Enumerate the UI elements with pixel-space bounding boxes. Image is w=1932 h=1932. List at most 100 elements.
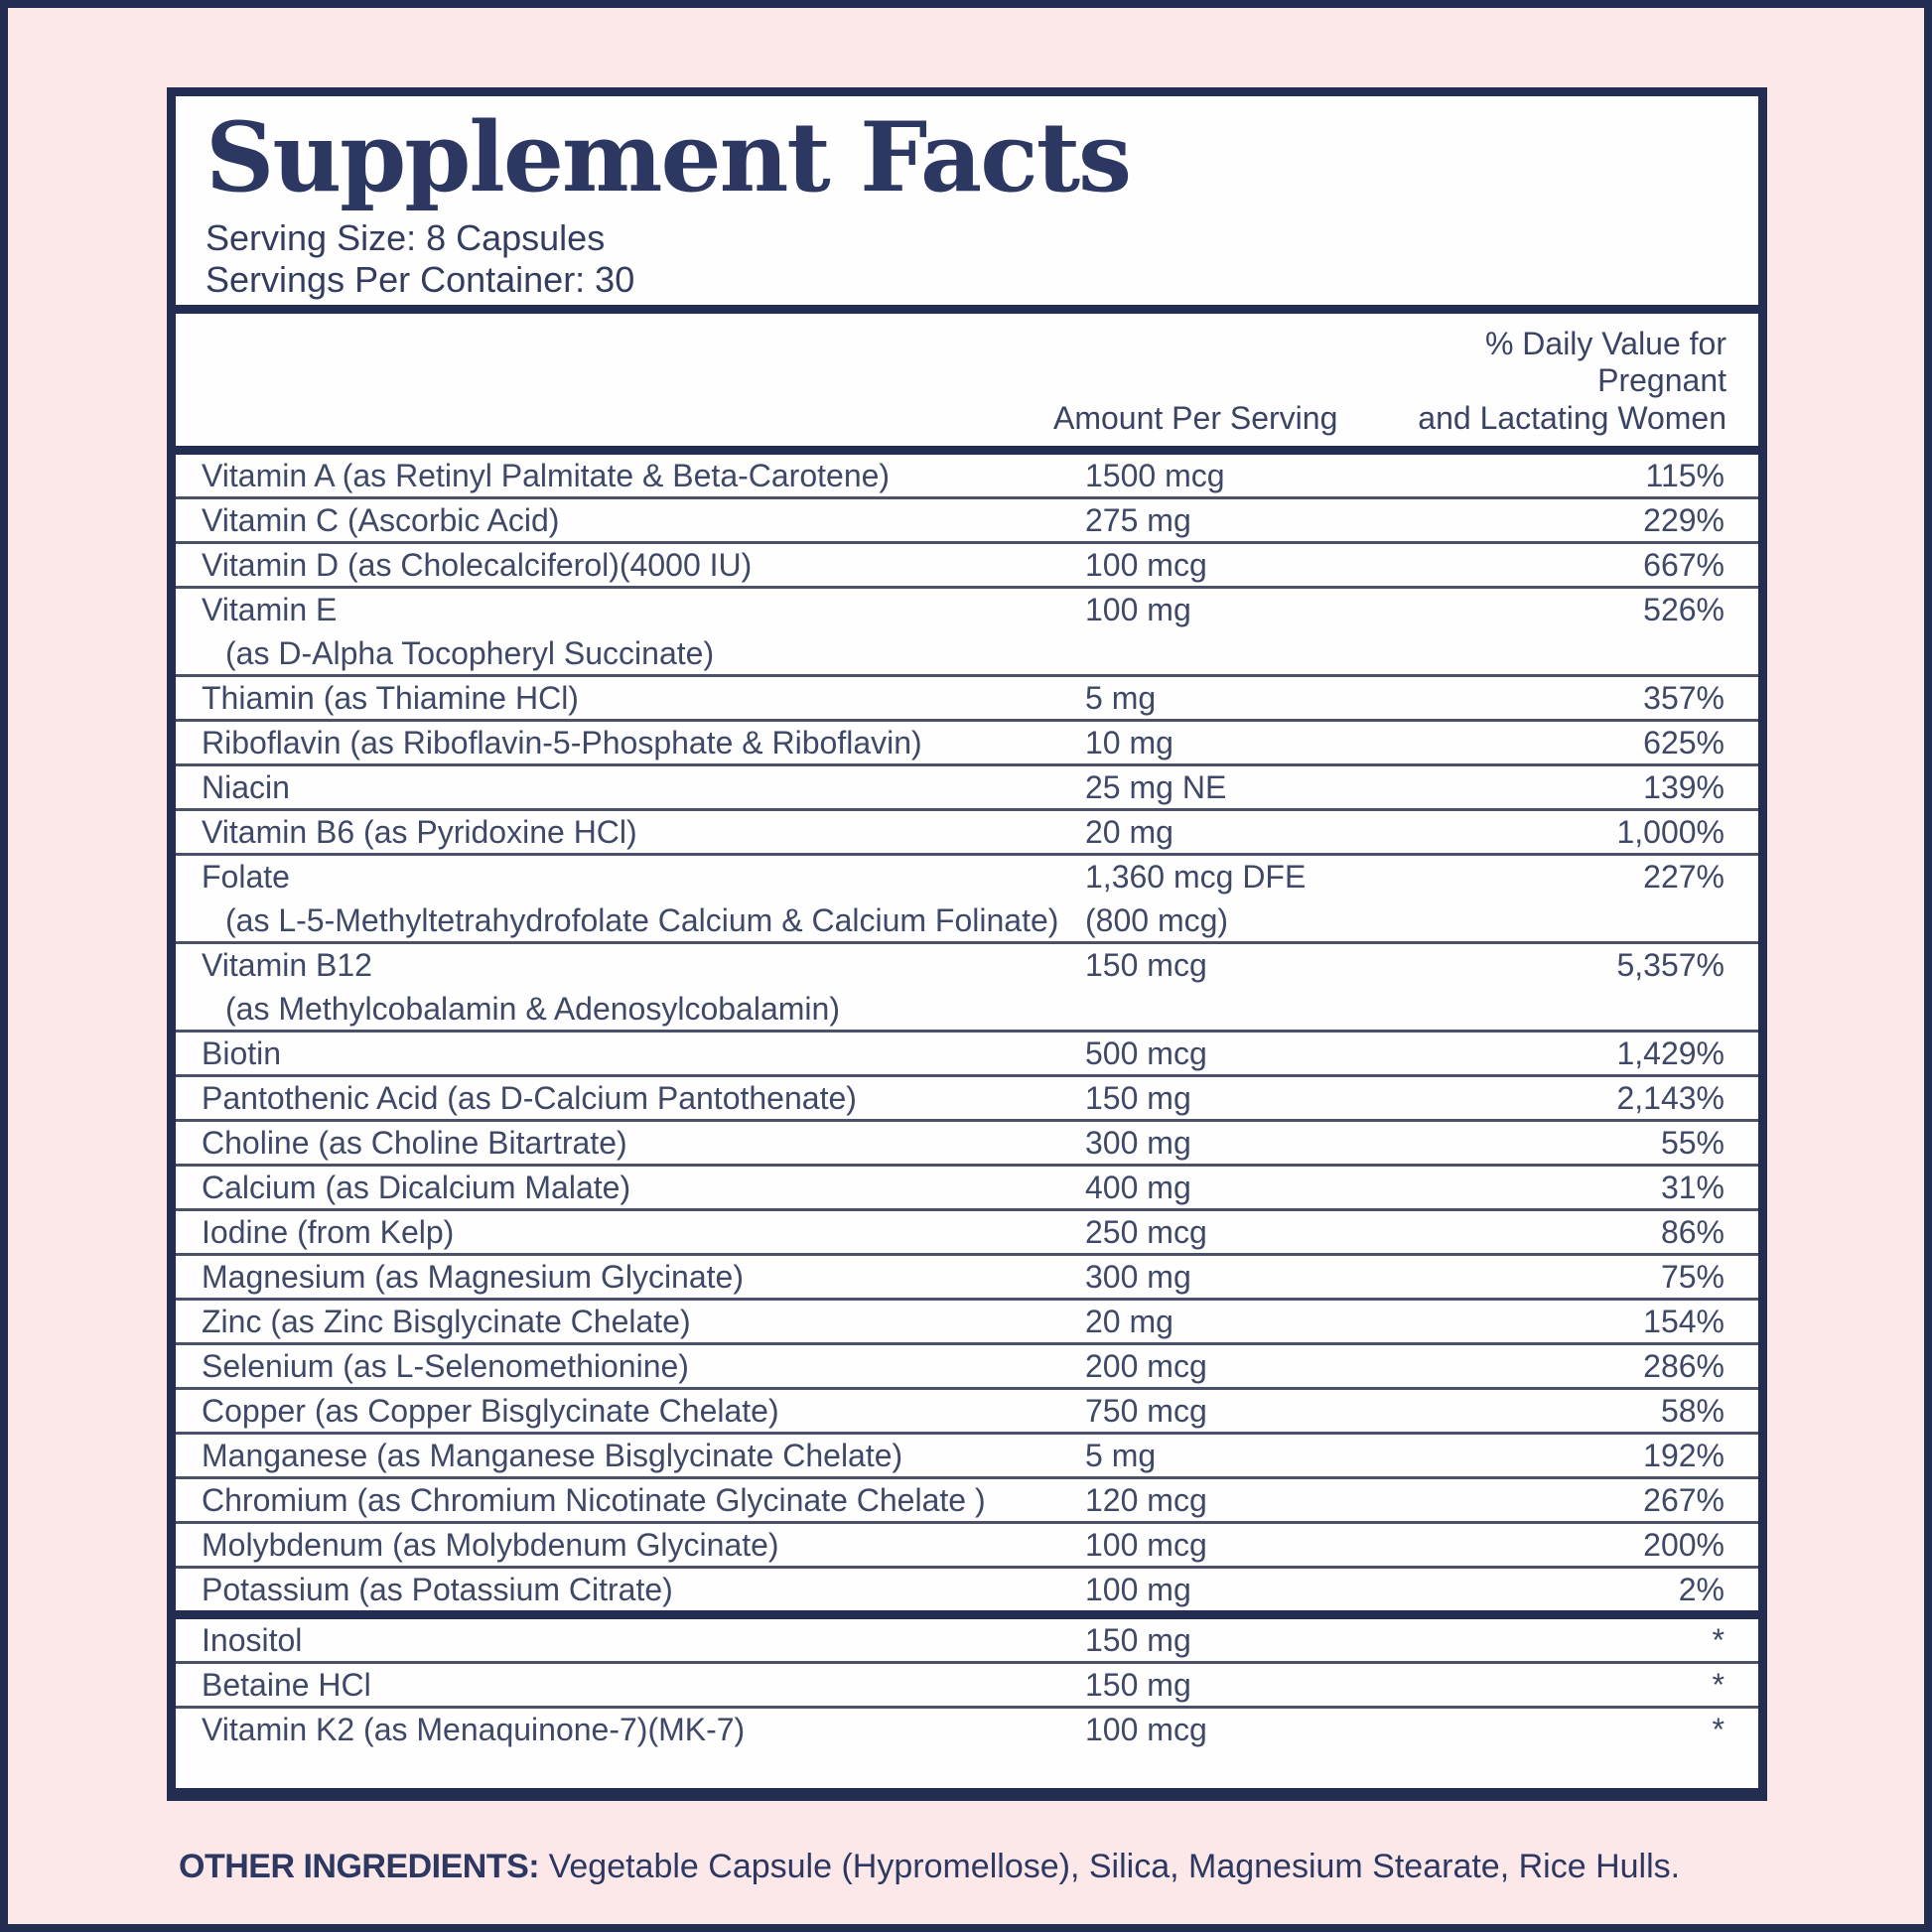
column-header-amount: Amount Per Serving: [1053, 400, 1338, 436]
table-row: Pantothenic Acid (as D-Calcium Pantothen…: [176, 1077, 1758, 1122]
nutrient-daily-value: *: [1712, 1711, 1725, 1747]
nutrient-amount-line1: 200 mcg: [1085, 1347, 1207, 1384]
table-row: Selenium (as L-Selenomethionine) 200 mcg…: [176, 1345, 1758, 1390]
nutrient-name-line2: (as D-Alpha Tocopheryl Succinate): [225, 634, 715, 671]
nutrient-daily-value: 192%: [1643, 1437, 1725, 1473]
nutrient-daily-value: 229%: [1643, 501, 1725, 538]
nutrient-daily-value: 357%: [1643, 679, 1725, 716]
nutrient-amount-line1: 150 mcg: [1085, 946, 1207, 983]
table-row: Iodine (from Kelp) 250 mcg 86%: [176, 1211, 1758, 1256]
nutrient-name-line1: Chromium (as Chromium Nicotinate Glycina…: [202, 1481, 986, 1518]
nutrient-amount-line1: 10 mg: [1085, 724, 1173, 760]
nutrient-name: Inositol: [176, 1622, 1085, 1659]
nutrient-amount: 300 mg: [1085, 1259, 1431, 1296]
divider-thick-middle: [176, 1609, 1758, 1619]
nutrient-name: Magnesium (as Magnesium Glycinate): [176, 1259, 1085, 1296]
nutrient-name-line1: Riboflavin (as Riboflavin-5-Phosphate & …: [202, 724, 922, 760]
nutrient-amount: 100 mcg: [1085, 1527, 1431, 1564]
nutrient-amount: 400 mg: [1085, 1170, 1431, 1206]
nutrient-daily-value: 267%: [1643, 1481, 1725, 1518]
nutrient-amount: 500 mcg: [1085, 1035, 1431, 1072]
table-row: Calcium (as Dicalcium Malate) 400 mg 31%: [176, 1167, 1758, 1211]
nutrient-name-line1: Copper (as Copper Bisglycinate Chelate): [202, 1392, 779, 1429]
footnote: *Daily Value not established.: [176, 1797, 1758, 1801]
table-row: Folate (as L-5-Methyltetrahydrofolate Ca…: [176, 856, 1758, 944]
nutrient-amount-line1: 300 mg: [1085, 1124, 1191, 1161]
nutrient-amount: 5 mg: [1085, 680, 1431, 717]
nutrient-daily-value: 115%: [1645, 457, 1725, 493]
nutrient-daily-value: 1,429%: [1616, 1035, 1725, 1071]
nutrient-daily-value: *: [1712, 1621, 1725, 1658]
nutrient-amount-line1: 100 mg: [1085, 591, 1191, 627]
nutrient-amount-line1: 300 mg: [1085, 1258, 1191, 1295]
nutrient-name: Manganese (as Manganese Bisglycinate Che…: [176, 1438, 1085, 1474]
table-row: Niacin 25 mg NE 139%: [176, 766, 1758, 811]
nutrient-amount-line1: 20 mg: [1085, 813, 1173, 850]
nutrient-amount: 1,360 mcg DFE (800 mcg): [1085, 859, 1431, 939]
table-row: Vitamin D (as Cholecalciferol)(4000 IU) …: [176, 544, 1758, 589]
nutrient-amount: 120 mcg: [1085, 1482, 1431, 1519]
divider-thick-bottom: [176, 1787, 1758, 1792]
table-row: Chromium (as Chromium Nicotinate Glycina…: [176, 1479, 1758, 1524]
nutrient-amount: 750 mcg: [1085, 1393, 1431, 1430]
nutrient-name-line1: Vitamin A (as Retinyl Palmitate & Beta-C…: [202, 457, 891, 493]
nutrient-name: Zinc (as Zinc Bisglycinate Chelate): [176, 1304, 1085, 1340]
nutrient-name-line1: Selenium (as L-Selenomethionine): [202, 1347, 689, 1384]
nutrient-name: Copper (as Copper Bisglycinate Chelate): [176, 1393, 1085, 1430]
nutrient-name: Folate (as L-5-Methyltetrahydrofolate Ca…: [176, 859, 1085, 939]
nutrient-name: Riboflavin (as Riboflavin-5-Phosphate & …: [176, 725, 1085, 761]
nutrient-name: Iodine (from Kelp): [176, 1214, 1085, 1251]
nutrient-amount: 150 mcg: [1085, 947, 1431, 984]
nutrient-name: Choline (as Choline Bitartrate): [176, 1125, 1085, 1162]
nutrient-name-line1: Vitamin D (as Cholecalciferol)(4000 IU): [202, 546, 753, 583]
nutrient-amount-line1: 275 mg: [1085, 501, 1191, 538]
nutrient-name-line1: Choline (as Choline Bitartrate): [202, 1124, 627, 1161]
table-row: Potassium (as Potassium Citrate) 100 mg …: [176, 1569, 1758, 1610]
nutrient-amount: 100 mcg: [1085, 1712, 1431, 1748]
nutrient-name-line1: Niacin: [202, 768, 290, 805]
nutrient-amount: 100 mg: [1085, 1572, 1431, 1608]
table-row: Choline (as Choline Bitartrate) 300 mg 5…: [176, 1122, 1758, 1167]
nutrient-name: Vitamin E (as D-Alpha Tocopheryl Succina…: [176, 592, 1085, 672]
table-row: Vitamin A (as Retinyl Palmitate & Beta-C…: [176, 455, 1758, 499]
nutrient-amount: 250 mcg: [1085, 1214, 1431, 1251]
nutrient-amount: 20 mg: [1085, 814, 1431, 851]
other-ingredients-text: Vegetable Capsule (Hypromellose), Silica…: [539, 1848, 1681, 1885]
table-row: Thiamin (as Thiamine HCl) 5 mg 357%: [176, 677, 1758, 722]
nutrient-daily-value: 526%: [1643, 591, 1725, 627]
nutrient-daily-value: 55%: [1660, 1124, 1725, 1161]
nutrient-name-line1: Calcium (as Dicalcium Malate): [202, 1169, 631, 1205]
daily-value-header-line1: % Daily Value for Pregnant: [1484, 325, 1726, 399]
nutrient-name-line1: Betaine HCl: [202, 1666, 371, 1703]
nutrient-name-line1: Magnesium (as Magnesium Glycinate): [202, 1258, 744, 1295]
table-row: Vitamin E (as D-Alpha Tocopheryl Succina…: [176, 589, 1758, 677]
table-row: Vitamin C (Ascorbic Acid) 275 mg 229%: [176, 499, 1758, 544]
nutrient-name-line1: Manganese (as Manganese Bisglycinate Che…: [202, 1437, 903, 1473]
nutrient-amount: 25 mg NE: [1085, 769, 1431, 806]
nutrient-name-line1: Vitamin E: [202, 591, 338, 627]
table-row: Biotin 500 mcg 1,429%: [176, 1033, 1758, 1077]
nutrient-amount-line1: 400 mg: [1085, 1169, 1191, 1205]
nutrient-amount: 150 mg: [1085, 1667, 1431, 1704]
nutrient-daily-value: 625%: [1643, 724, 1725, 760]
other-ingredients-label: OTHER INGREDIENTS:: [179, 1848, 540, 1885]
column-header-row: Amount Per Serving % Daily Value for Pre…: [176, 314, 1758, 446]
nutrient-name-line1: Zinc (as Zinc Bisglycinate Chelate): [202, 1303, 691, 1339]
nutrient-name-line2: (as L-5-Methyltetrahydrofolate Calcium &…: [225, 901, 1059, 938]
nutrient-name: Vitamin B6 (as Pyridoxine HCl): [176, 814, 1085, 851]
nutrient-name-line1: Thiamin (as Thiamine HCl): [202, 679, 579, 716]
other-ingredients: OTHER INGREDIENTS: Vegetable Capsule (Hy…: [179, 1847, 1807, 1887]
nutrient-daily-value: 31%: [1660, 1169, 1725, 1205]
nutrient-name: Thiamin (as Thiamine HCl): [176, 680, 1085, 717]
nutrient-amount: 10 mg: [1085, 725, 1431, 761]
table-row: Copper (as Copper Bisglycinate Chelate) …: [176, 1390, 1758, 1435]
nutrient-name-line1: Vitamin B6 (as Pyridoxine HCl): [202, 813, 637, 850]
servings-per-container: Servings Per Container: 30: [206, 258, 635, 300]
nutrient-name: Vitamin A (as Retinyl Palmitate & Beta-C…: [176, 458, 1085, 494]
nutrient-daily-value: 75%: [1660, 1258, 1725, 1295]
table-row: Zinc (as Zinc Bisglycinate Chelate) 20 m…: [176, 1301, 1758, 1345]
serving-size: Serving Size: 8 Capsules: [206, 217, 606, 258]
nutrient-amount: 275 mg: [1085, 502, 1431, 539]
nutrient-name: Betaine HCl: [176, 1667, 1085, 1704]
